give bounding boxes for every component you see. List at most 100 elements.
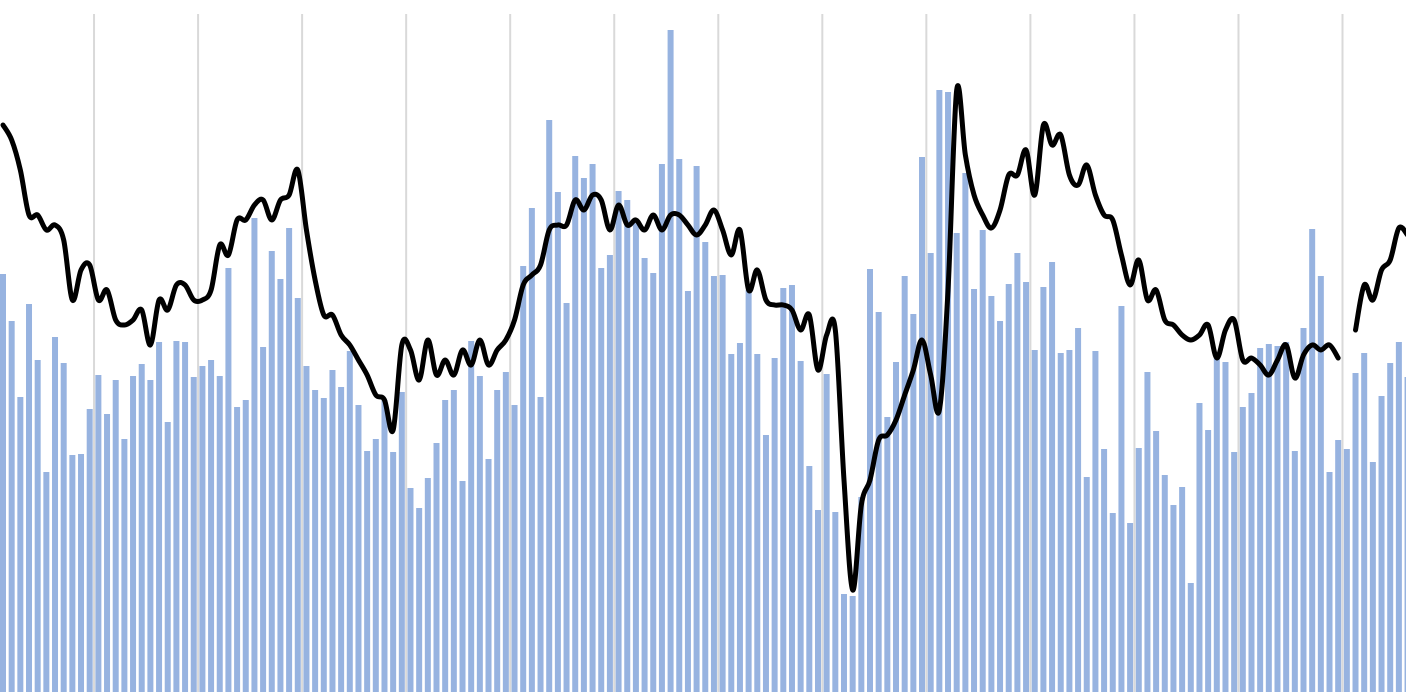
- bar: [736, 343, 743, 692]
- bar: [234, 407, 241, 692]
- bar: [468, 341, 475, 692]
- bar: [710, 276, 717, 692]
- bar: [1179, 487, 1186, 692]
- bar: [294, 298, 301, 692]
- bar: [563, 303, 570, 692]
- bar: [1291, 451, 1298, 692]
- bar: [528, 208, 535, 692]
- bar: [858, 497, 865, 692]
- bar: [26, 304, 33, 692]
- bar: [355, 405, 362, 692]
- bar: [537, 397, 544, 692]
- bar: [520, 266, 527, 692]
- bar: [459, 481, 466, 692]
- bar: [554, 192, 561, 692]
- bar: [1404, 377, 1406, 692]
- bar: [650, 273, 657, 692]
- bar: [52, 337, 59, 692]
- bar: [164, 422, 171, 692]
- bar: [728, 354, 735, 692]
- bar: [424, 478, 431, 692]
- bar: [1031, 350, 1038, 692]
- bar: [17, 397, 24, 692]
- bar: [1196, 403, 1203, 692]
- bar: [485, 459, 492, 692]
- bar: [1083, 477, 1090, 692]
- bar: [1170, 505, 1177, 692]
- bar: [1109, 513, 1116, 692]
- bar: [199, 366, 206, 692]
- bar: [450, 390, 457, 692]
- bar: [1222, 362, 1229, 692]
- bar: [1248, 393, 1255, 692]
- bar: [95, 375, 102, 692]
- bar: [580, 178, 587, 692]
- bar: [641, 258, 648, 692]
- bar: [277, 279, 284, 692]
- bar: [762, 435, 769, 692]
- bar: [130, 376, 137, 692]
- bar: [988, 296, 995, 692]
- bar: [971, 289, 978, 692]
- bar: [138, 364, 145, 692]
- bar: [251, 218, 258, 692]
- bar: [953, 233, 960, 692]
- bar: [1135, 448, 1142, 692]
- bar: [572, 156, 579, 692]
- bar: [1326, 472, 1333, 692]
- bar: [69, 455, 76, 692]
- bar: [1066, 350, 1073, 692]
- bar: [806, 466, 813, 692]
- bar: [303, 366, 310, 692]
- bar: [745, 290, 752, 692]
- bar: [1387, 363, 1394, 692]
- bar: [589, 164, 596, 692]
- bar: [1127, 523, 1134, 692]
- bar: [754, 354, 761, 692]
- bar: [615, 191, 622, 692]
- bar: [34, 360, 41, 692]
- bar: [797, 361, 804, 692]
- bar: [216, 376, 223, 692]
- bar: [112, 380, 119, 692]
- bar: [43, 472, 50, 692]
- bar: [1205, 430, 1212, 692]
- bar: [338, 387, 345, 692]
- bar: [788, 285, 795, 692]
- bar: [208, 360, 215, 692]
- bar: [962, 173, 969, 692]
- bar: [1153, 431, 1160, 692]
- bar: [86, 409, 93, 692]
- bar: [1352, 373, 1359, 692]
- bar: [1369, 462, 1376, 692]
- bar: [433, 443, 440, 692]
- bar: [1014, 253, 1021, 692]
- bar: [893, 362, 900, 692]
- bar: [494, 390, 501, 692]
- bar: [884, 417, 891, 692]
- bar: [979, 230, 986, 692]
- bar: [407, 488, 414, 692]
- bar: [658, 164, 665, 692]
- bar: [875, 312, 882, 692]
- bar: [823, 374, 830, 692]
- bar: [78, 454, 85, 692]
- bar: [476, 376, 483, 692]
- bar: [1187, 583, 1194, 692]
- bar: [8, 321, 15, 692]
- bar: [840, 594, 847, 692]
- bar: [182, 342, 189, 692]
- bar: [1265, 344, 1272, 692]
- bar: [346, 351, 353, 692]
- bar: [1343, 449, 1350, 692]
- bar: [1309, 229, 1316, 692]
- bar: [156, 342, 163, 692]
- bar: [919, 157, 926, 692]
- bar: [1040, 287, 1047, 692]
- bar: [1005, 284, 1012, 692]
- bar: [242, 400, 249, 692]
- bar: [1239, 407, 1246, 692]
- bar: [780, 288, 787, 692]
